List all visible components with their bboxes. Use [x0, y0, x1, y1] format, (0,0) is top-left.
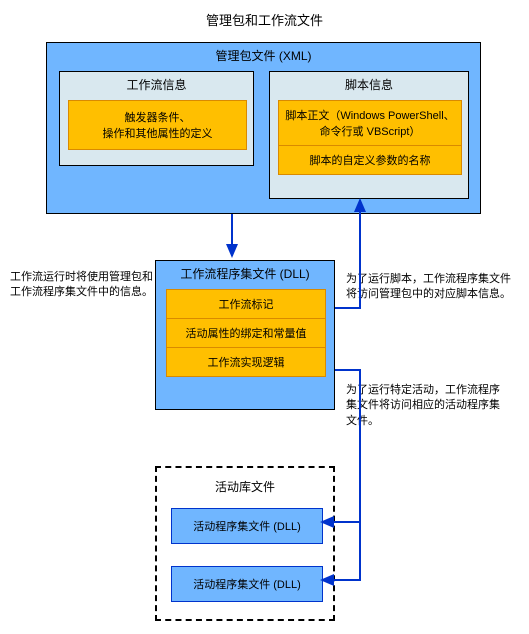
dll-row-2: 工作流实现逻辑 [167, 347, 325, 377]
dll-row-0: 工作流标记 [167, 290, 325, 318]
dll-box: 工作流程序集文件 (DLL) 工作流标记 活动属性的绑定和常量值 工作流实现逻辑 [155, 260, 335, 410]
dll-header: 工作流程序集文件 (DLL) [156, 261, 334, 286]
dll-row-1: 活动属性的绑定和常量值 [167, 318, 325, 347]
mgmtpack-box: 管理包文件 (XML) 工作流信息 触发器条件、 操作和其他属性的定义 脚本信息… [46, 42, 481, 214]
activity-cell-0: 活动程序集文件 (DLL) [171, 508, 323, 544]
script-info-header: 脚本信息 [270, 72, 468, 97]
workflow-info-header: 工作流信息 [60, 72, 253, 97]
script-info-box: 脚本信息 脚本正文（Windows PowerShell、 命令行或 VBScr… [269, 71, 469, 199]
activity-lib-box: 活动库文件 活动程序集文件 (DLL) 活动程序集文件 (DLL) [155, 466, 335, 621]
caption-left: 工作流运行时将使用管理包和 工作流程序集文件中的信息。 [10, 270, 160, 301]
caption-right-lower: 为了运行特定活动，工作流程序 集文件将访问相应的活动程序集 文件。 [346, 383, 521, 429]
script-info-stack: 脚本正文（Windows PowerShell、 命令行或 VBScript） … [278, 100, 462, 175]
workflow-info-box: 工作流信息 触发器条件、 操作和其他属性的定义 [59, 71, 254, 166]
mgmtpack-header: 管理包文件 (XML) [47, 43, 480, 68]
script-row-0: 脚本正文（Windows PowerShell、 命令行或 VBScript） [279, 101, 461, 145]
workflow-info-cell: 触发器条件、 操作和其他属性的定义 [68, 100, 247, 150]
activity-cell-1: 活动程序集文件 (DLL) [171, 566, 323, 602]
script-row-1: 脚本的自定义参数的名称 [279, 145, 461, 175]
dll-stack: 工作流标记 活动属性的绑定和常量值 工作流实现逻辑 [166, 289, 326, 377]
diagram-title: 管理包和工作流文件 [0, 10, 529, 29]
activity-lib-header: 活动库文件 [157, 468, 333, 499]
caption-right-upper: 为了运行脚本，工作流程序集文件 将访问管理包中的对应脚本信息。 [346, 272, 526, 303]
